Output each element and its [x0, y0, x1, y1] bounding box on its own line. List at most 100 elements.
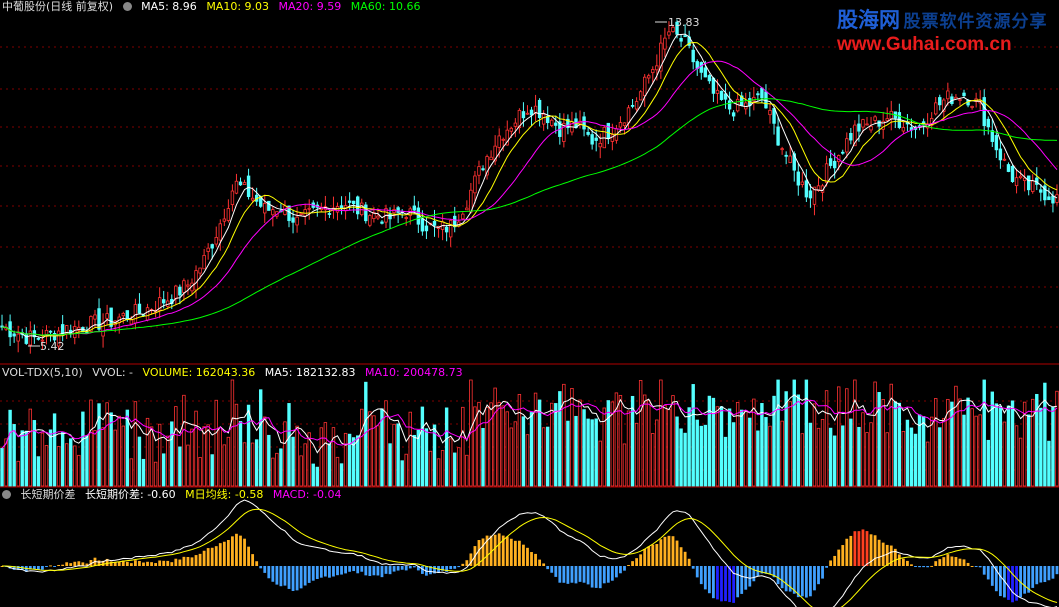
volume-bar: [424, 428, 429, 487]
volume-bar: [323, 422, 328, 487]
volume-bar: [372, 415, 376, 487]
volume-bar: [448, 438, 453, 487]
macd-bar: [978, 566, 982, 568]
volume-bar: [64, 443, 69, 487]
volume-bar: [190, 428, 194, 487]
volume-bar: [901, 430, 906, 487]
candle-body: [145, 307, 150, 321]
candle-body: [942, 99, 946, 112]
macd-bar: [485, 535, 489, 566]
volume-bar: [667, 408, 671, 487]
candle-body: [647, 75, 651, 79]
candle-body: [412, 205, 417, 211]
volume-bar: [925, 441, 930, 487]
macd-bar: [526, 547, 529, 566]
volume-bar: [16, 460, 20, 487]
macd-bar: [134, 560, 137, 566]
macd-bar: [429, 566, 432, 575]
macd-bar: [918, 566, 921, 568]
candle-body: [97, 308, 101, 330]
ma60-legend: MA60: 10.66: [350, 0, 421, 13]
candle-body: [845, 138, 849, 153]
candle-body: [1026, 175, 1031, 191]
candle-body: [719, 90, 724, 100]
macd-bar: [558, 566, 562, 583]
macd-bar: [251, 554, 255, 566]
candle-body: [529, 109, 534, 116]
volume-bar: [275, 452, 279, 487]
macd-bar: [631, 561, 634, 566]
volume-bar: [824, 390, 829, 487]
candle-body: [808, 190, 813, 199]
volume-bar: [279, 448, 283, 487]
macd-bar: [41, 566, 44, 570]
candle-body: [638, 91, 643, 101]
volume-bar: [832, 435, 837, 487]
macd-bar: [396, 566, 400, 571]
candle-body: [723, 93, 728, 100]
candle-body: [105, 313, 109, 319]
volume-bar: [982, 379, 986, 487]
volume-bar: [4, 438, 8, 487]
candle-body: [756, 93, 760, 96]
candle-body: [857, 123, 861, 132]
volume-bar: [263, 416, 267, 487]
volume-bar: [897, 402, 902, 487]
settings-icon[interactable]: [2, 490, 11, 499]
volume-bar: [869, 422, 873, 487]
volume-bar: [998, 405, 1003, 487]
candle-body: [339, 205, 344, 209]
volume-bar: [24, 430, 28, 487]
macd-bar: [392, 566, 396, 572]
volume-bar: [1035, 393, 1039, 487]
macd-bar: [655, 544, 659, 566]
macd-bar: [142, 562, 145, 566]
volume-bar: [1018, 437, 1023, 487]
macd-bar: [1039, 566, 1043, 583]
volume-bar: [311, 463, 315, 487]
candle-body: [772, 108, 776, 124]
candle-body: [703, 67, 708, 78]
volume-bar: [723, 436, 728, 487]
macd-bar: [594, 566, 598, 588]
volume-bar: [792, 379, 796, 487]
volume-bar: [89, 399, 93, 487]
settings-icon[interactable]: [122, 2, 132, 11]
volume-bar: [392, 423, 396, 487]
volume-bar: [69, 438, 73, 487]
candle-body: [250, 197, 255, 201]
macd-bar: [788, 566, 792, 592]
macd-bar: [1015, 566, 1018, 601]
candle-body: [16, 333, 20, 342]
candle-body: [307, 207, 311, 210]
macd-bar: [897, 554, 901, 566]
macd-bar: [683, 551, 687, 566]
macd-bar: [1043, 566, 1047, 583]
volume-bar: [647, 400, 651, 487]
macd-indicator-name[interactable]: 长短期价差: [20, 488, 76, 501]
macd-bar: [170, 562, 174, 566]
candle-body: [444, 226, 449, 233]
macd-bar: [1047, 566, 1051, 581]
candle-body: [731, 112, 736, 117]
vol-indicator-name[interactable]: VOL-TDX(5,10): [2, 366, 83, 379]
volume-bar: [808, 422, 813, 487]
volume-bar: [541, 427, 546, 487]
stock-name[interactable]: 中葡股份(日线 前复权): [2, 0, 114, 13]
volume-bar: [206, 424, 210, 487]
candle-body: [157, 297, 162, 311]
macd-bar: [263, 566, 267, 573]
macd-bar: [574, 566, 578, 584]
volume-bar: [404, 453, 408, 487]
macd-bar: [235, 533, 238, 566]
candle-body: [962, 92, 966, 97]
macd-bar: [202, 550, 206, 566]
macd-bar: [194, 555, 198, 566]
volume-bar: [125, 409, 130, 487]
volume-bar: [485, 407, 489, 487]
macd-bar: [69, 563, 73, 566]
volume-bar: [735, 401, 740, 487]
candle-body: [287, 205, 291, 222]
candle-body: [715, 89, 720, 94]
